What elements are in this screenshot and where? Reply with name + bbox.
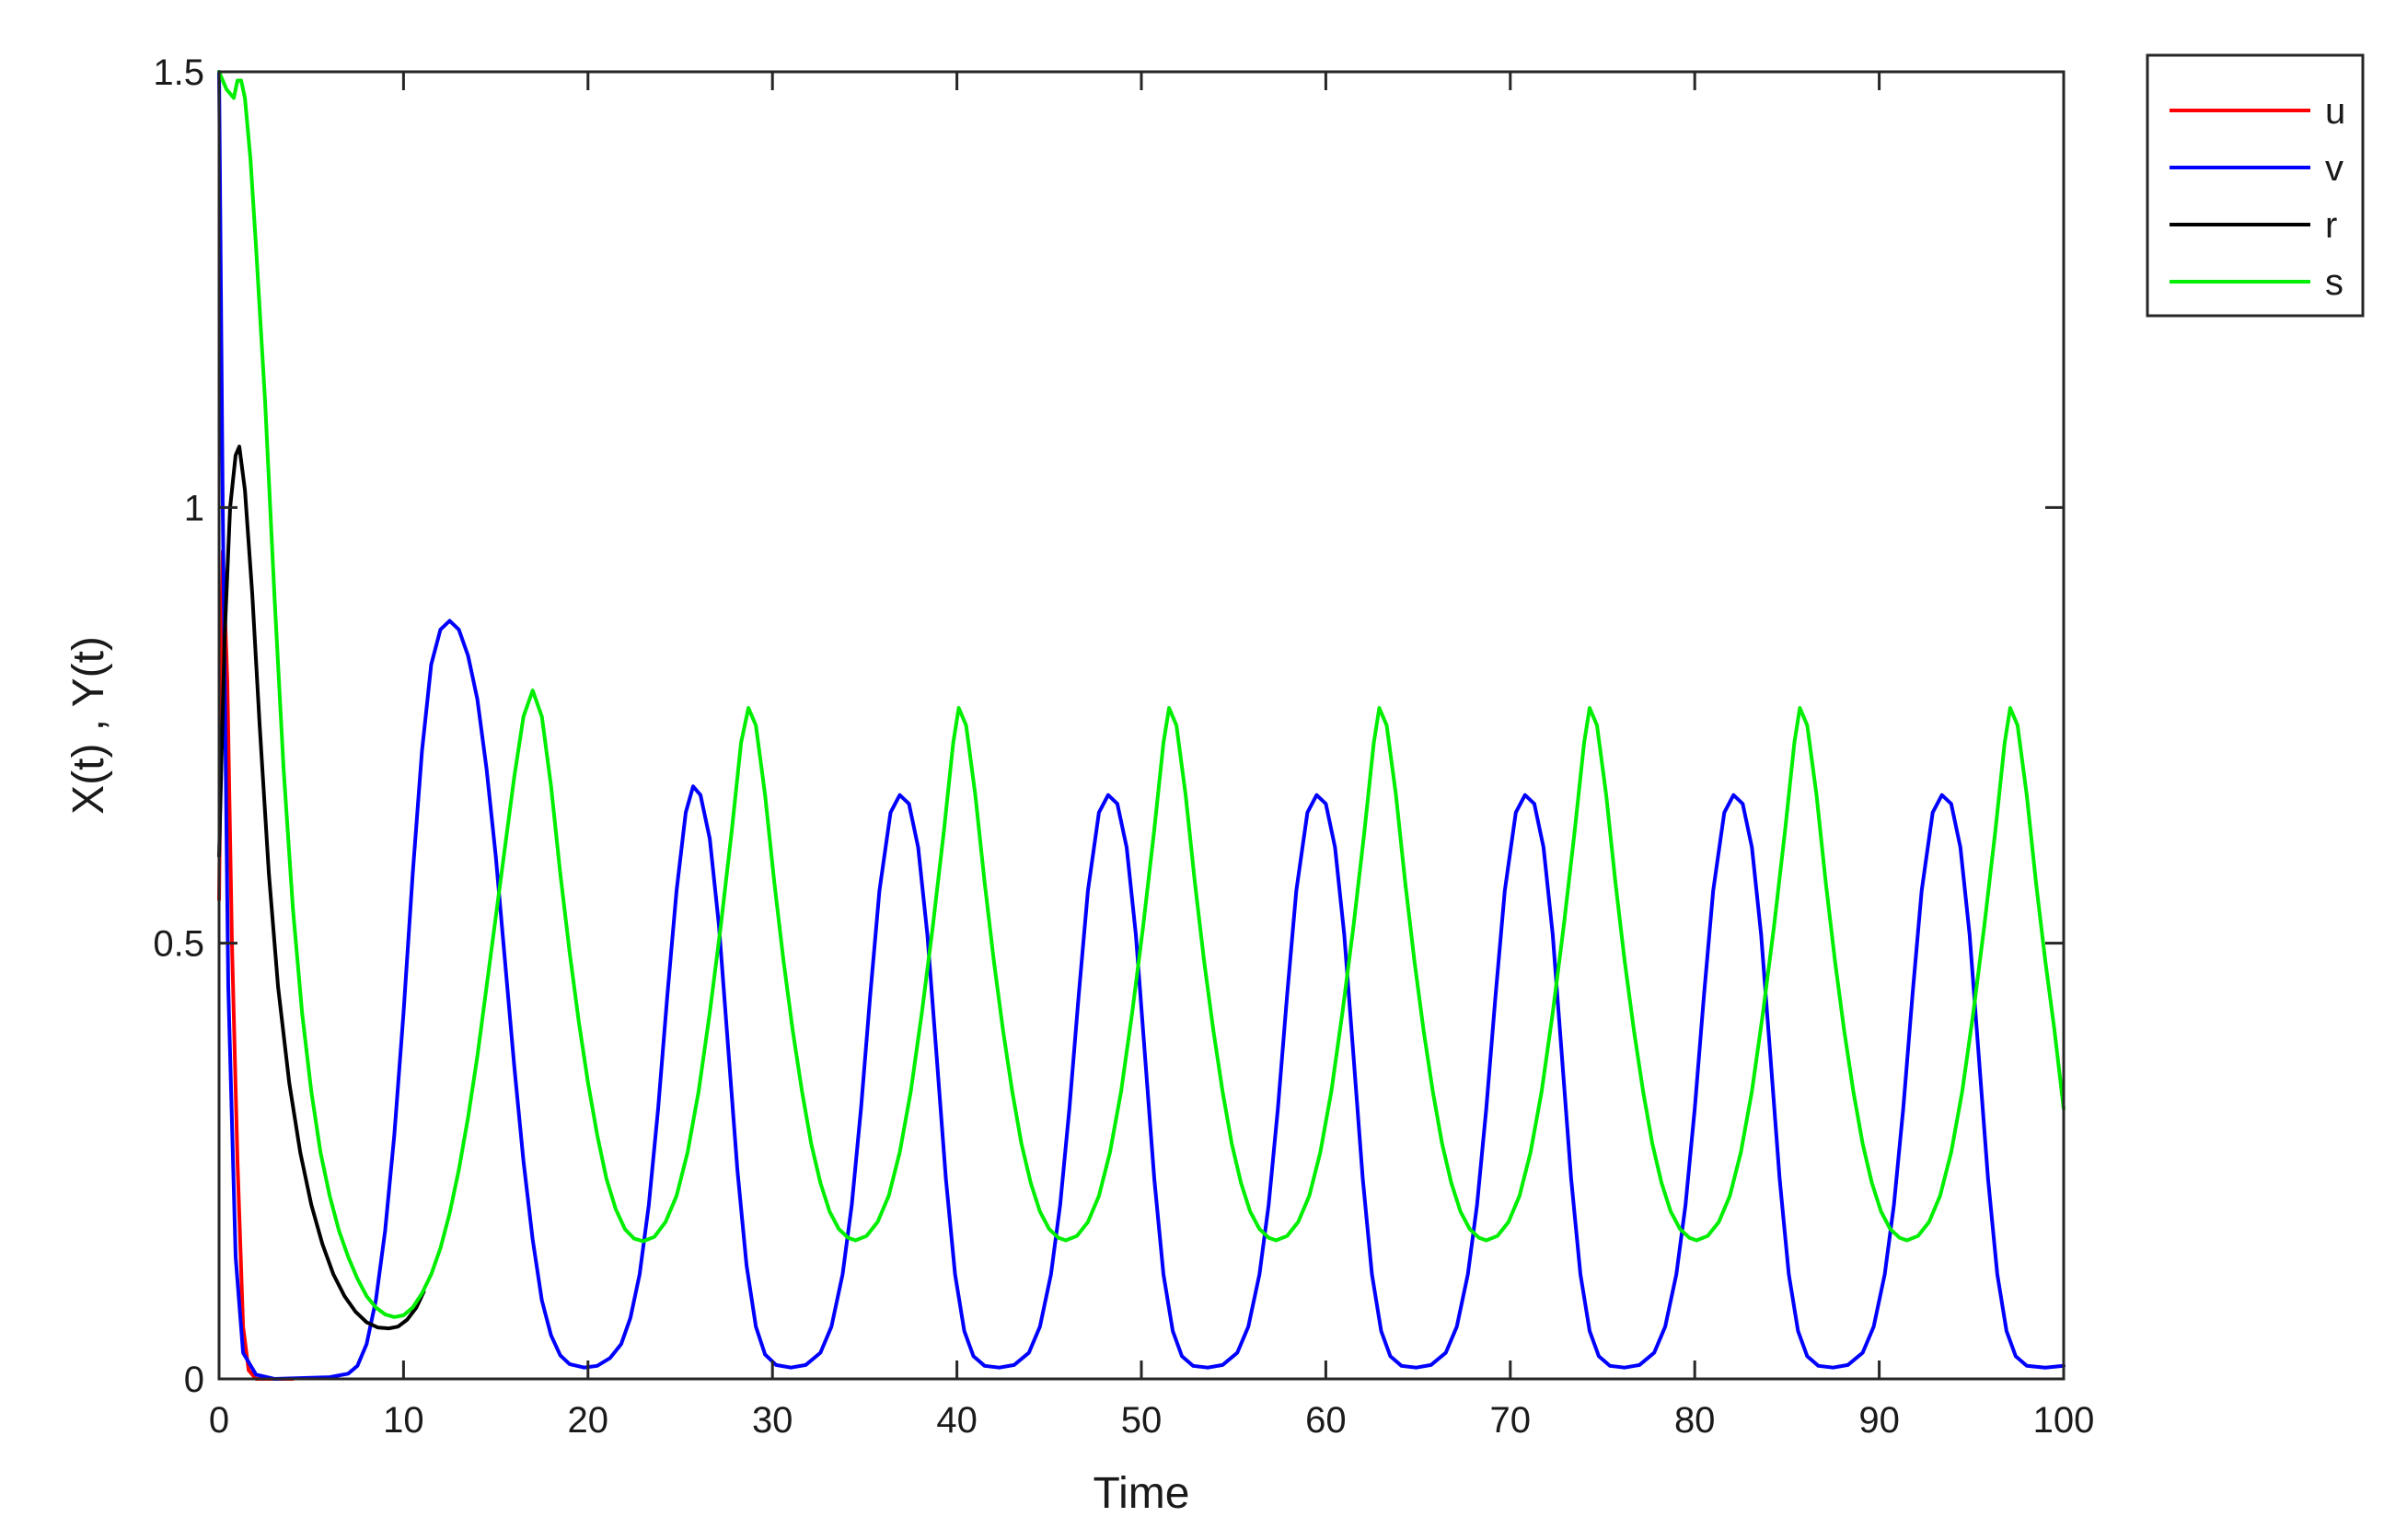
x-tick-label: 80 xyxy=(1674,1400,1716,1441)
legend-label-u: u xyxy=(2325,91,2345,132)
y-ticks: 0 0.5 1 1.5 xyxy=(153,52,2064,1400)
series-layer xyxy=(217,70,2066,1381)
y-tick-label: 0.5 xyxy=(153,924,204,965)
y-tick-label: 1 xyxy=(184,488,204,528)
plot-area xyxy=(219,72,2064,1379)
x-tick-label: 60 xyxy=(1305,1400,1347,1441)
legend-box xyxy=(2146,53,2365,318)
x-tick-label: 40 xyxy=(936,1400,978,1441)
y-tick-label: 1.5 xyxy=(153,52,204,93)
x-axis-label: Time xyxy=(1094,1469,1190,1518)
x-tick-label: 10 xyxy=(383,1400,424,1441)
legend-label-v: v xyxy=(2325,148,2343,189)
legend-label-s: s xyxy=(2325,262,2343,303)
x-tick-label: 100 xyxy=(2033,1400,2095,1441)
x-tick-label: 0 xyxy=(209,1400,229,1441)
series-line-v xyxy=(217,70,2066,1381)
x-tick-label: 90 xyxy=(1858,1400,1900,1441)
x-tick-label: 30 xyxy=(752,1400,793,1441)
x-tick-label: 70 xyxy=(1490,1400,1532,1441)
y-tick-label: 0 xyxy=(184,1360,204,1400)
x-ticks: 0 10 20 30 40 50 60 70 80 90 100 xyxy=(209,72,2095,1441)
series-line-r xyxy=(217,445,426,1331)
series-line-s xyxy=(217,70,2066,1319)
legend-label-r: r xyxy=(2325,205,2337,246)
x-tick-label: 50 xyxy=(1121,1400,1163,1441)
x-tick-label: 20 xyxy=(568,1400,609,1441)
y-axis-label: X(t) , Y(t) xyxy=(64,636,113,815)
